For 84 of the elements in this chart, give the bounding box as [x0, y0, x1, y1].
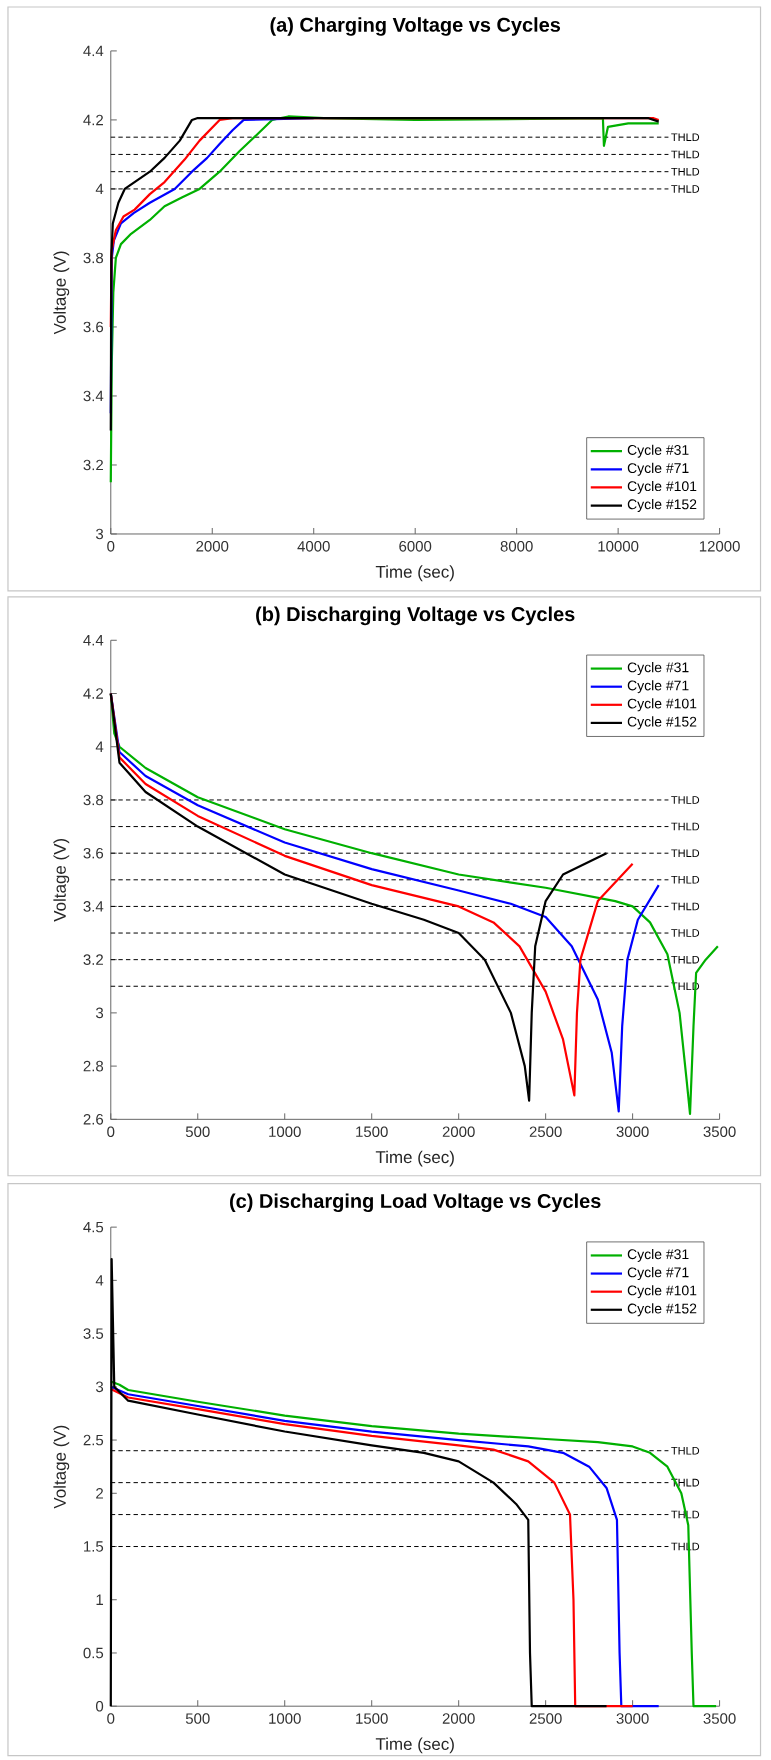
y-tick-label: 4: [96, 183, 104, 195]
x-tick-label: 2500: [530, 1713, 562, 1724]
y-tick-label: 2: [96, 1488, 104, 1499]
ref-line-label: THLD: [671, 929, 700, 937]
legend-label: Cycle #101: [628, 698, 697, 712]
y-tick-label: 3: [96, 528, 104, 540]
y-tick-label: 4: [96, 741, 104, 752]
legend-label: Cycle #71: [628, 680, 689, 694]
ref-line-label: THLD: [671, 167, 700, 176]
y-tick-label: 4.4: [83, 45, 104, 57]
y-tick-label: 3.4: [83, 901, 104, 912]
x-tick-label: 8000: [500, 541, 533, 552]
x-axis-title: Time (sec): [376, 1150, 455, 1167]
x-tick-label: 0: [107, 541, 115, 552]
chart-title: (a) Charging Voltage vs Cycles: [270, 17, 561, 36]
y-tick-label: 3.5: [83, 1328, 104, 1339]
y-tick-label: 4.2: [83, 114, 104, 126]
ref-line-label: THLD: [671, 796, 700, 804]
ref-line-label: THLD: [671, 955, 700, 964]
legend-label: Cycle #31: [628, 444, 689, 458]
y-tick-label: 2.5: [83, 1434, 104, 1446]
x-tick-label: 1500: [356, 1126, 388, 1137]
y-tick-label: 3.8: [83, 252, 104, 264]
y-axis-title: Voltage (V): [53, 251, 70, 335]
y-tick-label: 3.6: [83, 321, 104, 333]
ref-line-label: THLD: [671, 902, 700, 911]
x-tick-label: 1000: [269, 1713, 302, 1724]
x-axis-title: Time (sec): [376, 1737, 455, 1754]
x-tick-label: 12000: [700, 541, 741, 552]
x-tick-label: 0: [107, 1126, 115, 1137]
x-tick-label: 500: [186, 1126, 210, 1137]
ref-line-label: THLD: [671, 133, 700, 141]
x-tick-label: 2000: [443, 1713, 475, 1724]
y-tick-label: 0.5: [83, 1647, 104, 1659]
ref-line-label: THLD: [671, 150, 700, 159]
x-tick-label: 4000: [297, 541, 331, 552]
y-tick-label: 4: [96, 1275, 104, 1286]
x-tick-label: 2500: [530, 1126, 562, 1137]
y-tick-label: 3: [96, 1007, 104, 1019]
x-tick-label: 3000: [616, 1126, 649, 1137]
ref-line-label: THLD: [671, 1446, 700, 1455]
x-tick-label: 0: [107, 1713, 115, 1724]
chart-title: (b) Discharging Voltage vs Cycles: [256, 606, 575, 626]
y-tick-label: 3.2: [83, 954, 104, 965]
y-axis-title: Voltage (V): [53, 1425, 70, 1509]
legend-label: Cycle #31: [628, 662, 689, 676]
y-tick-label: 1: [96, 1594, 104, 1605]
y-tick-label: 4.4: [83, 635, 104, 646]
y-tick-label: 2.8: [83, 1060, 104, 1072]
legend-label: Cycle #71: [628, 462, 689, 476]
x-tick-label: 1000: [269, 1126, 302, 1137]
y-tick-label: 2.6: [83, 1114, 104, 1125]
y-tick-label: 3.4: [83, 390, 104, 402]
y-axis-title: Voltage (V): [53, 838, 70, 922]
legend-label: Cycle #101: [628, 1285, 697, 1299]
y-tick-label: 4.2: [83, 688, 104, 699]
y-tick-label: 3.8: [83, 794, 104, 806]
y-tick-label: 3: [96, 1381, 104, 1393]
y-tick-label: 3.6: [83, 847, 104, 859]
x-tick-label: 500: [186, 1713, 210, 1724]
ref-line-label: THLD: [671, 876, 700, 884]
legend-label: Cycle #152: [628, 716, 697, 730]
legend-label: Cycle #101: [628, 480, 697, 494]
x-tick-label: 3000: [616, 1713, 649, 1724]
x-tick-label: 3500: [703, 1126, 736, 1137]
x-tick-label: 2000: [196, 541, 229, 552]
ref-line-label: THLD: [671, 849, 700, 857]
legend-label: Cycle #31: [628, 1248, 689, 1262]
y-tick-label: 1.5: [84, 1541, 104, 1552]
x-tick-label: 3500: [703, 1713, 736, 1724]
x-tick-label: 10000: [598, 541, 639, 552]
ref-line-label: THLD: [671, 185, 700, 193]
x-axis-title: Time (sec): [376, 565, 455, 582]
x-tick-label: 6000: [399, 541, 432, 552]
y-tick-label: 3.2: [83, 459, 104, 471]
ref-line-label: THLD: [671, 822, 700, 831]
legend-label: Cycle #152: [628, 1303, 697, 1317]
x-tick-label: 2000: [443, 1126, 475, 1137]
legend-label: Cycle #152: [628, 498, 697, 513]
chart-title: (c) Discharging Load Voltage vs Cycles: [230, 1193, 601, 1213]
x-tick-label: 1500: [356, 1713, 388, 1724]
legend-label: Cycle #71: [628, 1267, 689, 1281]
y-tick-label: 4.5: [83, 1221, 104, 1233]
y-tick-label: 0: [96, 1700, 104, 1712]
